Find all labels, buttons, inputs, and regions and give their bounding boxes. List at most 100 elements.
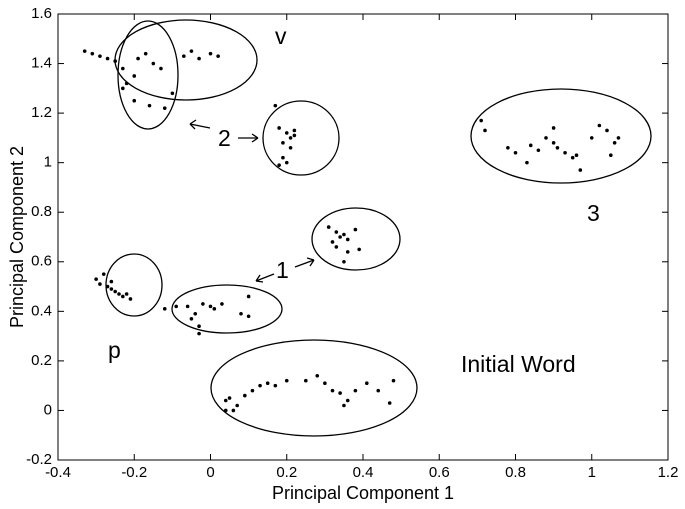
point <box>338 235 342 239</box>
ellipse <box>117 20 179 130</box>
y-tick-label: 0.2 <box>31 352 52 369</box>
y-tick-label: 1.6 <box>31 5 52 22</box>
point <box>589 136 594 140</box>
point <box>387 401 392 405</box>
point <box>315 373 320 378</box>
point <box>105 284 110 289</box>
x-tick-label: -0.2 <box>121 464 147 481</box>
point <box>284 160 289 165</box>
point <box>113 59 117 63</box>
point <box>121 294 125 299</box>
arrow <box>238 133 259 143</box>
point <box>292 128 297 133</box>
point <box>284 131 289 135</box>
y-tick-label: -0.2 <box>26 451 52 468</box>
point <box>609 153 613 158</box>
point <box>326 225 331 229</box>
annotation: 3 <box>587 200 600 226</box>
x-axis-label: Principal Component 1 <box>272 483 454 503</box>
point <box>479 118 483 123</box>
point <box>612 141 617 145</box>
point <box>159 66 163 71</box>
point <box>208 304 213 309</box>
ellipses <box>105 19 652 437</box>
point <box>201 302 205 306</box>
point <box>570 155 575 160</box>
point <box>250 388 255 393</box>
x-tick-label: -0.4 <box>45 464 71 481</box>
y-tick-label: 1.4 <box>31 55 52 72</box>
point <box>124 81 129 86</box>
point <box>132 74 137 78</box>
point <box>105 56 110 61</box>
point <box>330 240 335 244</box>
point <box>284 378 289 383</box>
point <box>265 381 270 385</box>
point <box>197 331 201 336</box>
point <box>342 259 346 264</box>
point <box>391 378 396 383</box>
point <box>536 148 541 153</box>
point <box>281 141 285 145</box>
point <box>513 150 518 155</box>
point <box>197 56 201 61</box>
ellipse <box>171 284 283 334</box>
point <box>98 54 102 58</box>
x-tick-label: 0.8 <box>505 464 526 481</box>
ellipse <box>470 88 652 184</box>
point <box>101 272 106 276</box>
point <box>345 237 350 242</box>
point <box>243 393 247 398</box>
point <box>189 316 194 321</box>
arrow <box>189 119 211 130</box>
point <box>304 378 308 383</box>
y-tick-label: 0 <box>44 401 52 418</box>
point <box>353 227 358 232</box>
point <box>216 54 220 58</box>
point <box>98 282 102 286</box>
point <box>273 103 278 108</box>
point <box>189 49 194 53</box>
x-tick-label: 1 <box>588 464 596 481</box>
point <box>334 230 339 234</box>
point <box>574 153 579 158</box>
x-tick-label: 0.2 <box>276 464 297 481</box>
point <box>132 98 137 103</box>
annotation: 2 <box>218 125 231 151</box>
point <box>246 314 251 319</box>
arrow <box>294 257 315 268</box>
point <box>277 126 281 130</box>
point <box>231 408 236 413</box>
point <box>128 297 133 301</box>
point <box>82 49 87 53</box>
ellipse <box>105 253 163 317</box>
x-tick-label: 0.6 <box>429 464 450 481</box>
arrow <box>255 273 275 283</box>
point <box>227 396 232 400</box>
point <box>345 398 350 403</box>
point <box>182 54 186 58</box>
point <box>597 123 602 128</box>
point <box>208 51 213 56</box>
point <box>117 292 121 296</box>
point <box>281 155 285 160</box>
y-axis-label: Principal Component 2 <box>7 146 27 328</box>
x-tick-label: 1.2 <box>658 464 679 481</box>
point <box>193 312 198 316</box>
point <box>330 388 335 393</box>
point <box>555 146 560 150</box>
point <box>151 61 156 66</box>
point <box>212 307 217 311</box>
y-tick-label: 0.6 <box>31 253 52 270</box>
point <box>292 133 297 138</box>
point <box>121 66 125 71</box>
point <box>483 128 487 133</box>
x-tick-label: 0 <box>206 464 214 481</box>
arrows <box>189 119 315 283</box>
ellipse <box>114 19 258 101</box>
point <box>525 160 529 165</box>
point <box>121 86 125 91</box>
ellipse <box>210 339 418 437</box>
point <box>342 232 346 237</box>
